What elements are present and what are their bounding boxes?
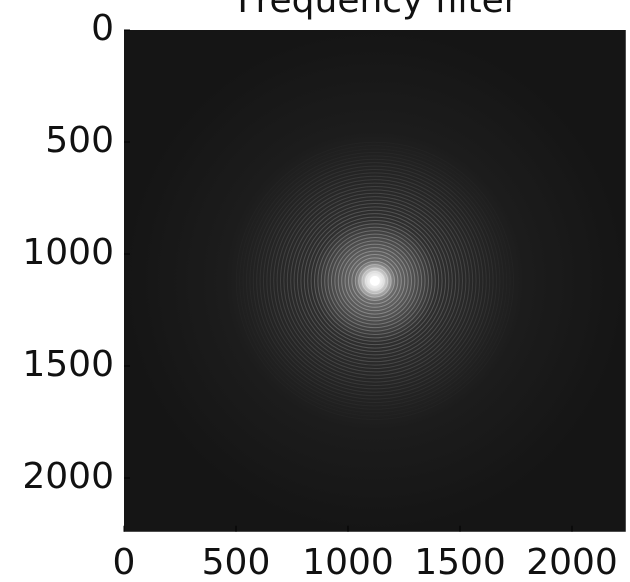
ring [283,189,467,373]
ring [279,185,470,376]
center-spot [369,275,380,286]
y-tick-label: 1000 [22,232,114,273]
ring [293,199,457,363]
ring [256,162,494,400]
x-tick-label: 500 [202,542,271,582]
ring [310,216,440,346]
ring [273,179,477,383]
ring [303,209,446,352]
y-tick-label: 500 [45,120,114,161]
ring [296,202,453,359]
ring [269,175,480,386]
plot-area [124,30,626,532]
ring [341,247,409,315]
ring [351,257,399,305]
ring [262,168,487,393]
ring [290,196,460,366]
x-tick-label: 1000 [302,542,394,582]
ring [324,230,426,332]
ring [276,182,474,380]
x-tick-label: 0 [113,542,136,582]
ring [252,158,497,403]
ring [337,243,412,318]
ring [320,226,429,335]
ring [354,260,395,301]
ring [361,267,389,295]
x-tick-label: 1500 [414,542,506,582]
ring [364,270,385,291]
ring [347,253,402,308]
ring [334,240,416,322]
y-tick-label: 1500 [22,344,114,385]
ring [259,165,491,397]
x-tick-label: 2000 [526,542,618,582]
ring [344,250,406,312]
ring [266,172,484,390]
chart-title: Frequency filter [237,0,518,21]
ring [313,219,436,342]
y-tick-label: 2000 [22,456,114,497]
ring [307,213,443,349]
ring [317,223,433,339]
y-tick-label: 0 [91,8,114,49]
ring [300,206,450,356]
ring [358,264,392,298]
ring [327,233,423,329]
ring [286,192,463,369]
ring [330,236,419,325]
